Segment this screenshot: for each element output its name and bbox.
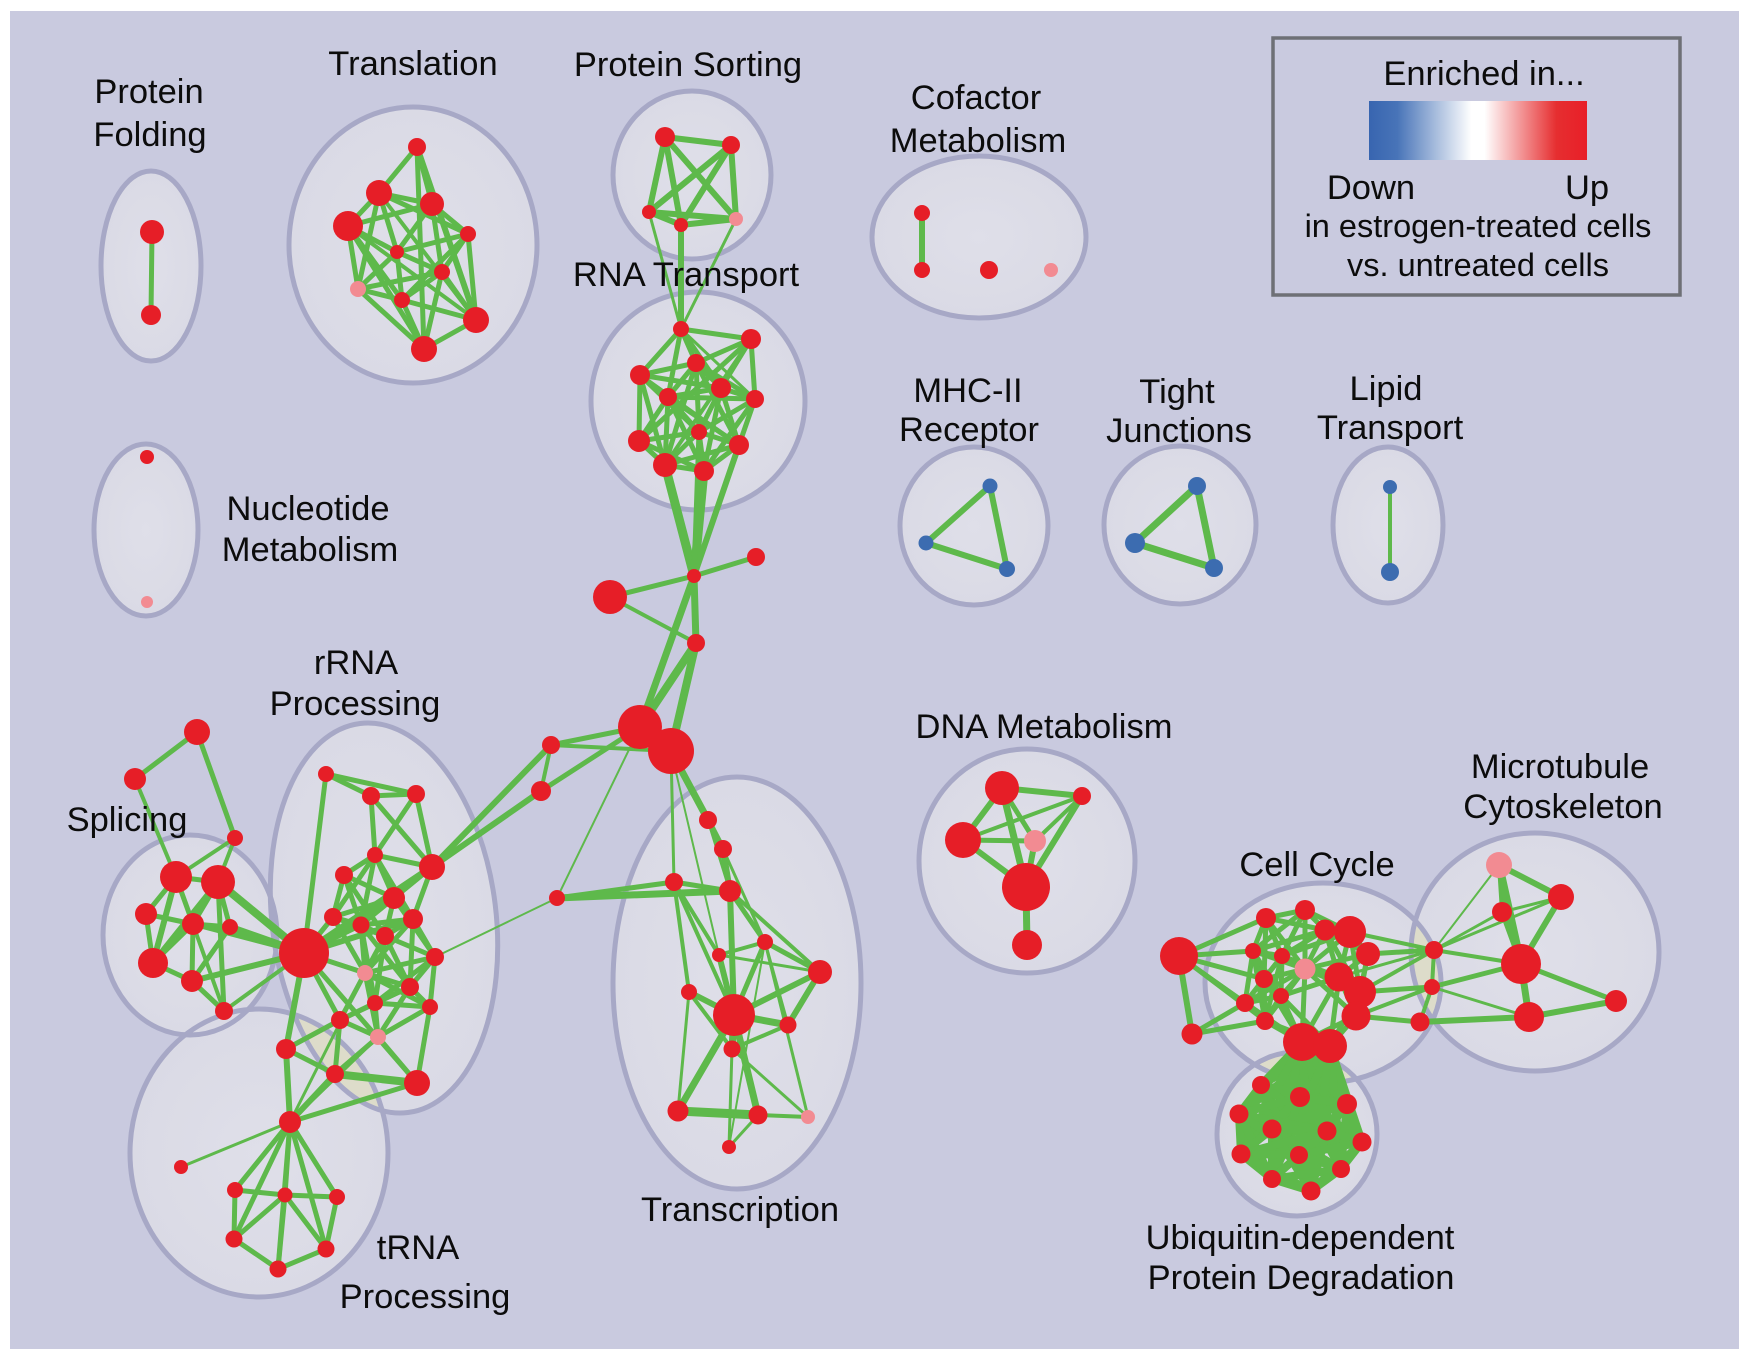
svg-text:vs. untreated cells: vs. untreated cells (1347, 247, 1609, 283)
svg-text:Protein Degradation: Protein Degradation (1148, 1259, 1455, 1297)
svg-text:Splicing: Splicing (67, 801, 188, 839)
svg-text:Metabolism: Metabolism (890, 122, 1066, 160)
svg-text:Cofactor: Cofactor (911, 79, 1041, 117)
svg-text:Metabolism: Metabolism (222, 531, 398, 569)
svg-text:Down: Down (1327, 169, 1415, 207)
svg-text:Tight: Tight (1139, 373, 1215, 411)
svg-text:Junctions: Junctions (1106, 412, 1252, 450)
svg-text:Cytoskeleton: Cytoskeleton (1463, 788, 1662, 826)
svg-text:tRNA: tRNA (377, 1229, 459, 1267)
svg-text:Up: Up (1565, 169, 1609, 207)
svg-text:Lipid: Lipid (1350, 370, 1423, 408)
svg-text:in estrogen-treated cells: in estrogen-treated cells (1305, 208, 1652, 244)
svg-text:DNA Metabolism: DNA Metabolism (916, 708, 1173, 746)
svg-text:Nucleotide: Nucleotide (226, 490, 389, 528)
svg-text:Receptor: Receptor (899, 411, 1039, 449)
svg-text:Processing: Processing (270, 685, 441, 723)
svg-text:rRNA: rRNA (314, 644, 398, 682)
svg-text:Enriched in...: Enriched in... (1383, 55, 1584, 93)
svg-text:Folding: Folding (93, 116, 206, 154)
svg-text:Translation: Translation (328, 45, 497, 83)
svg-text:Protein: Protein (94, 73, 203, 111)
svg-text:MHC-II: MHC-II (913, 372, 1022, 410)
svg-text:Protein Sorting: Protein Sorting (574, 46, 802, 84)
svg-text:Ubiquitin-dependent: Ubiquitin-dependent (1146, 1219, 1455, 1257)
svg-text:Transport: Transport (1317, 409, 1464, 447)
svg-text:Cell Cycle: Cell Cycle (1239, 846, 1394, 884)
svg-text:Transcription: Transcription (641, 1191, 839, 1229)
svg-text:RNA Transport: RNA Transport (573, 256, 800, 294)
svg-text:Processing: Processing (340, 1278, 511, 1316)
svg-text:Microtubule: Microtubule (1471, 748, 1649, 786)
